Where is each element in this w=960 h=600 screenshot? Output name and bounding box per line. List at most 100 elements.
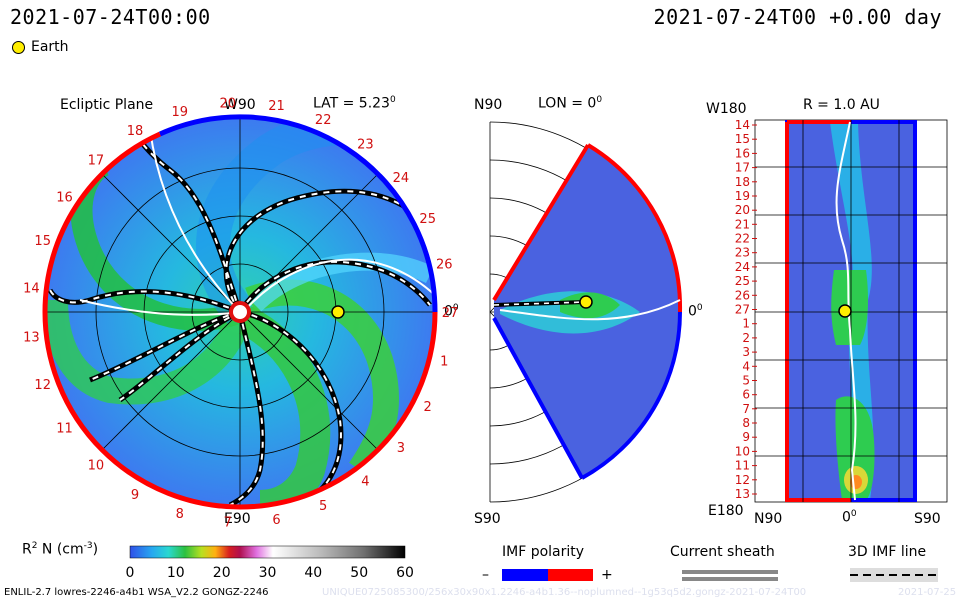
rim-number: 15	[34, 234, 51, 249]
radial-row-label: 5	[742, 374, 750, 388]
imf-plus-label: +	[601, 567, 613, 583]
current-sheath-title: Current sheath	[670, 544, 775, 560]
rim-number: 22	[315, 113, 332, 128]
rim-number: 10	[88, 459, 105, 474]
earth-marker-icon	[12, 41, 25, 54]
radial-row-label: 9	[742, 430, 750, 444]
radial-row-label: 15	[735, 132, 750, 146]
radial-plot: 1415161718192021222324252627123456789101…	[735, 118, 948, 503]
left-timestamp: 2021-07-24T00:00	[10, 5, 211, 29]
radial-x-left: N90	[754, 511, 783, 527]
radial-row-label: 21	[735, 217, 750, 231]
rim-number: 6	[272, 513, 280, 528]
radial-row-label: 3	[742, 345, 750, 359]
colorbar-tick-label: 30	[259, 565, 277, 581]
ecliptic-rim-positive	[42, 131, 162, 313]
earth-legend-label: Earth	[31, 39, 69, 55]
ecliptic-current-sheath	[79, 129, 435, 316]
radial-row-label: 16	[735, 146, 750, 160]
rim-number: 21	[268, 99, 285, 114]
meridional-top-label: N90	[474, 97, 503, 113]
radial-row-label: 25	[735, 274, 750, 288]
radial-row-label: 18	[735, 175, 750, 189]
rim-number: 8	[176, 507, 184, 522]
colorbar-tick-label: 20	[213, 565, 231, 581]
rim-number: 27	[442, 306, 459, 321]
imf-line-title: 3D IMF line	[848, 544, 927, 560]
radial-row-label: 22	[735, 232, 750, 246]
lat-label: LAT = 5.230	[313, 95, 396, 112]
colorbar-tick-label: 50	[350, 565, 368, 581]
radial-row-label: 1	[742, 317, 750, 331]
rim-number: 19	[172, 105, 189, 120]
ecliptic-earth-marker	[331, 305, 345, 319]
radial-row-label: 13	[735, 487, 750, 501]
radial-row-label: 2	[742, 331, 750, 345]
radial-row-label: 4	[742, 359, 750, 373]
lon-label: LON = 00	[538, 95, 603, 112]
run-id: UNIQUE0725085300/256x30x90x1.2246-a4b1.3…	[322, 587, 807, 598]
radial-row-label: 24	[735, 260, 750, 274]
rim-number: 20	[220, 96, 237, 111]
imf-positive-swatch	[548, 569, 593, 581]
radial-title: R = 1.0 AU	[803, 97, 880, 113]
rim-number: 16	[56, 191, 73, 206]
rim-number: 17	[88, 153, 105, 168]
meridional-zero-label: 00	[688, 303, 703, 320]
radial-row-label: 6	[742, 388, 750, 402]
radial-row-label: 17	[735, 161, 750, 175]
rim-number: 25	[419, 212, 436, 227]
colorbar-ticks: 0 10 20 30 40 50 60	[126, 565, 414, 581]
radial-row-label: 7	[742, 402, 750, 416]
ecliptic-zero-label: 00	[444, 303, 459, 320]
radial-x-right: S90	[914, 511, 941, 527]
radial-bottom-left-label: E180	[708, 503, 744, 519]
rim-number: 26	[436, 258, 453, 273]
ecliptic-rim-negative	[158, 114, 438, 313]
radial-row-label: 14	[735, 118, 750, 132]
model-info: ENLIL-2.7 lowres-2246-a4b1 WSA_V2.2 GONG…	[4, 587, 269, 598]
radial-row-label: 11	[735, 459, 750, 473]
rim-number: 9	[131, 488, 139, 503]
radial-x-center: 00	[842, 509, 857, 526]
radial-row-label: 10	[735, 444, 750, 458]
sun-marker-icon	[229, 301, 251, 323]
ecliptic-top-label: W90	[224, 97, 256, 113]
rim-number: 4	[361, 474, 369, 489]
meridional-plot	[489, 121, 683, 503]
colorbar-tick-label: 60	[396, 565, 414, 581]
ecliptic-title: Ecliptic Plane	[60, 97, 154, 113]
radial-row-label: 19	[735, 189, 750, 203]
imf-polarity-title: IMF polarity	[502, 544, 585, 560]
rim-number: 1	[440, 354, 448, 369]
ecliptic-rim-positive-lower	[42, 311, 438, 510]
colorbar-tick-label: 40	[304, 565, 322, 581]
imf-negative-swatch	[502, 569, 548, 581]
rim-number: 5	[319, 499, 327, 514]
radial-row-label: 23	[735, 246, 750, 260]
rim-number: 14	[23, 282, 40, 297]
radial-row-label: 8	[742, 416, 750, 430]
radial-row-label: 26	[735, 288, 750, 302]
radial-row-label: 27	[735, 303, 750, 317]
radial-row-label: 20	[735, 203, 750, 217]
density-colorbar	[129, 545, 406, 559]
current-sheath-swatch	[682, 570, 778, 574]
rim-number: 3	[397, 441, 405, 456]
radial-row-labels: 1415161718192021222324252627123456789101…	[735, 118, 757, 501]
run-stamp: 2021-07-25	[898, 587, 957, 598]
colorbar-tick-label: 10	[167, 565, 185, 581]
rim-number: 23	[357, 138, 374, 153]
rim-number: 7	[224, 516, 232, 531]
rim-number: 24	[393, 171, 410, 186]
rim-number: 18	[127, 124, 144, 139]
right-timestamp: 2021-07-24T00 +0.00 day	[653, 5, 942, 29]
ecliptic-bottom-label: E90	[224, 511, 251, 527]
imf-minus-label: –	[482, 567, 489, 583]
radial-top-left-label: W180	[706, 101, 747, 117]
rim-number: 13	[23, 330, 40, 345]
colorbar-label: R2 N (cm-3)	[22, 541, 99, 558]
rim-number: 11	[56, 421, 73, 436]
